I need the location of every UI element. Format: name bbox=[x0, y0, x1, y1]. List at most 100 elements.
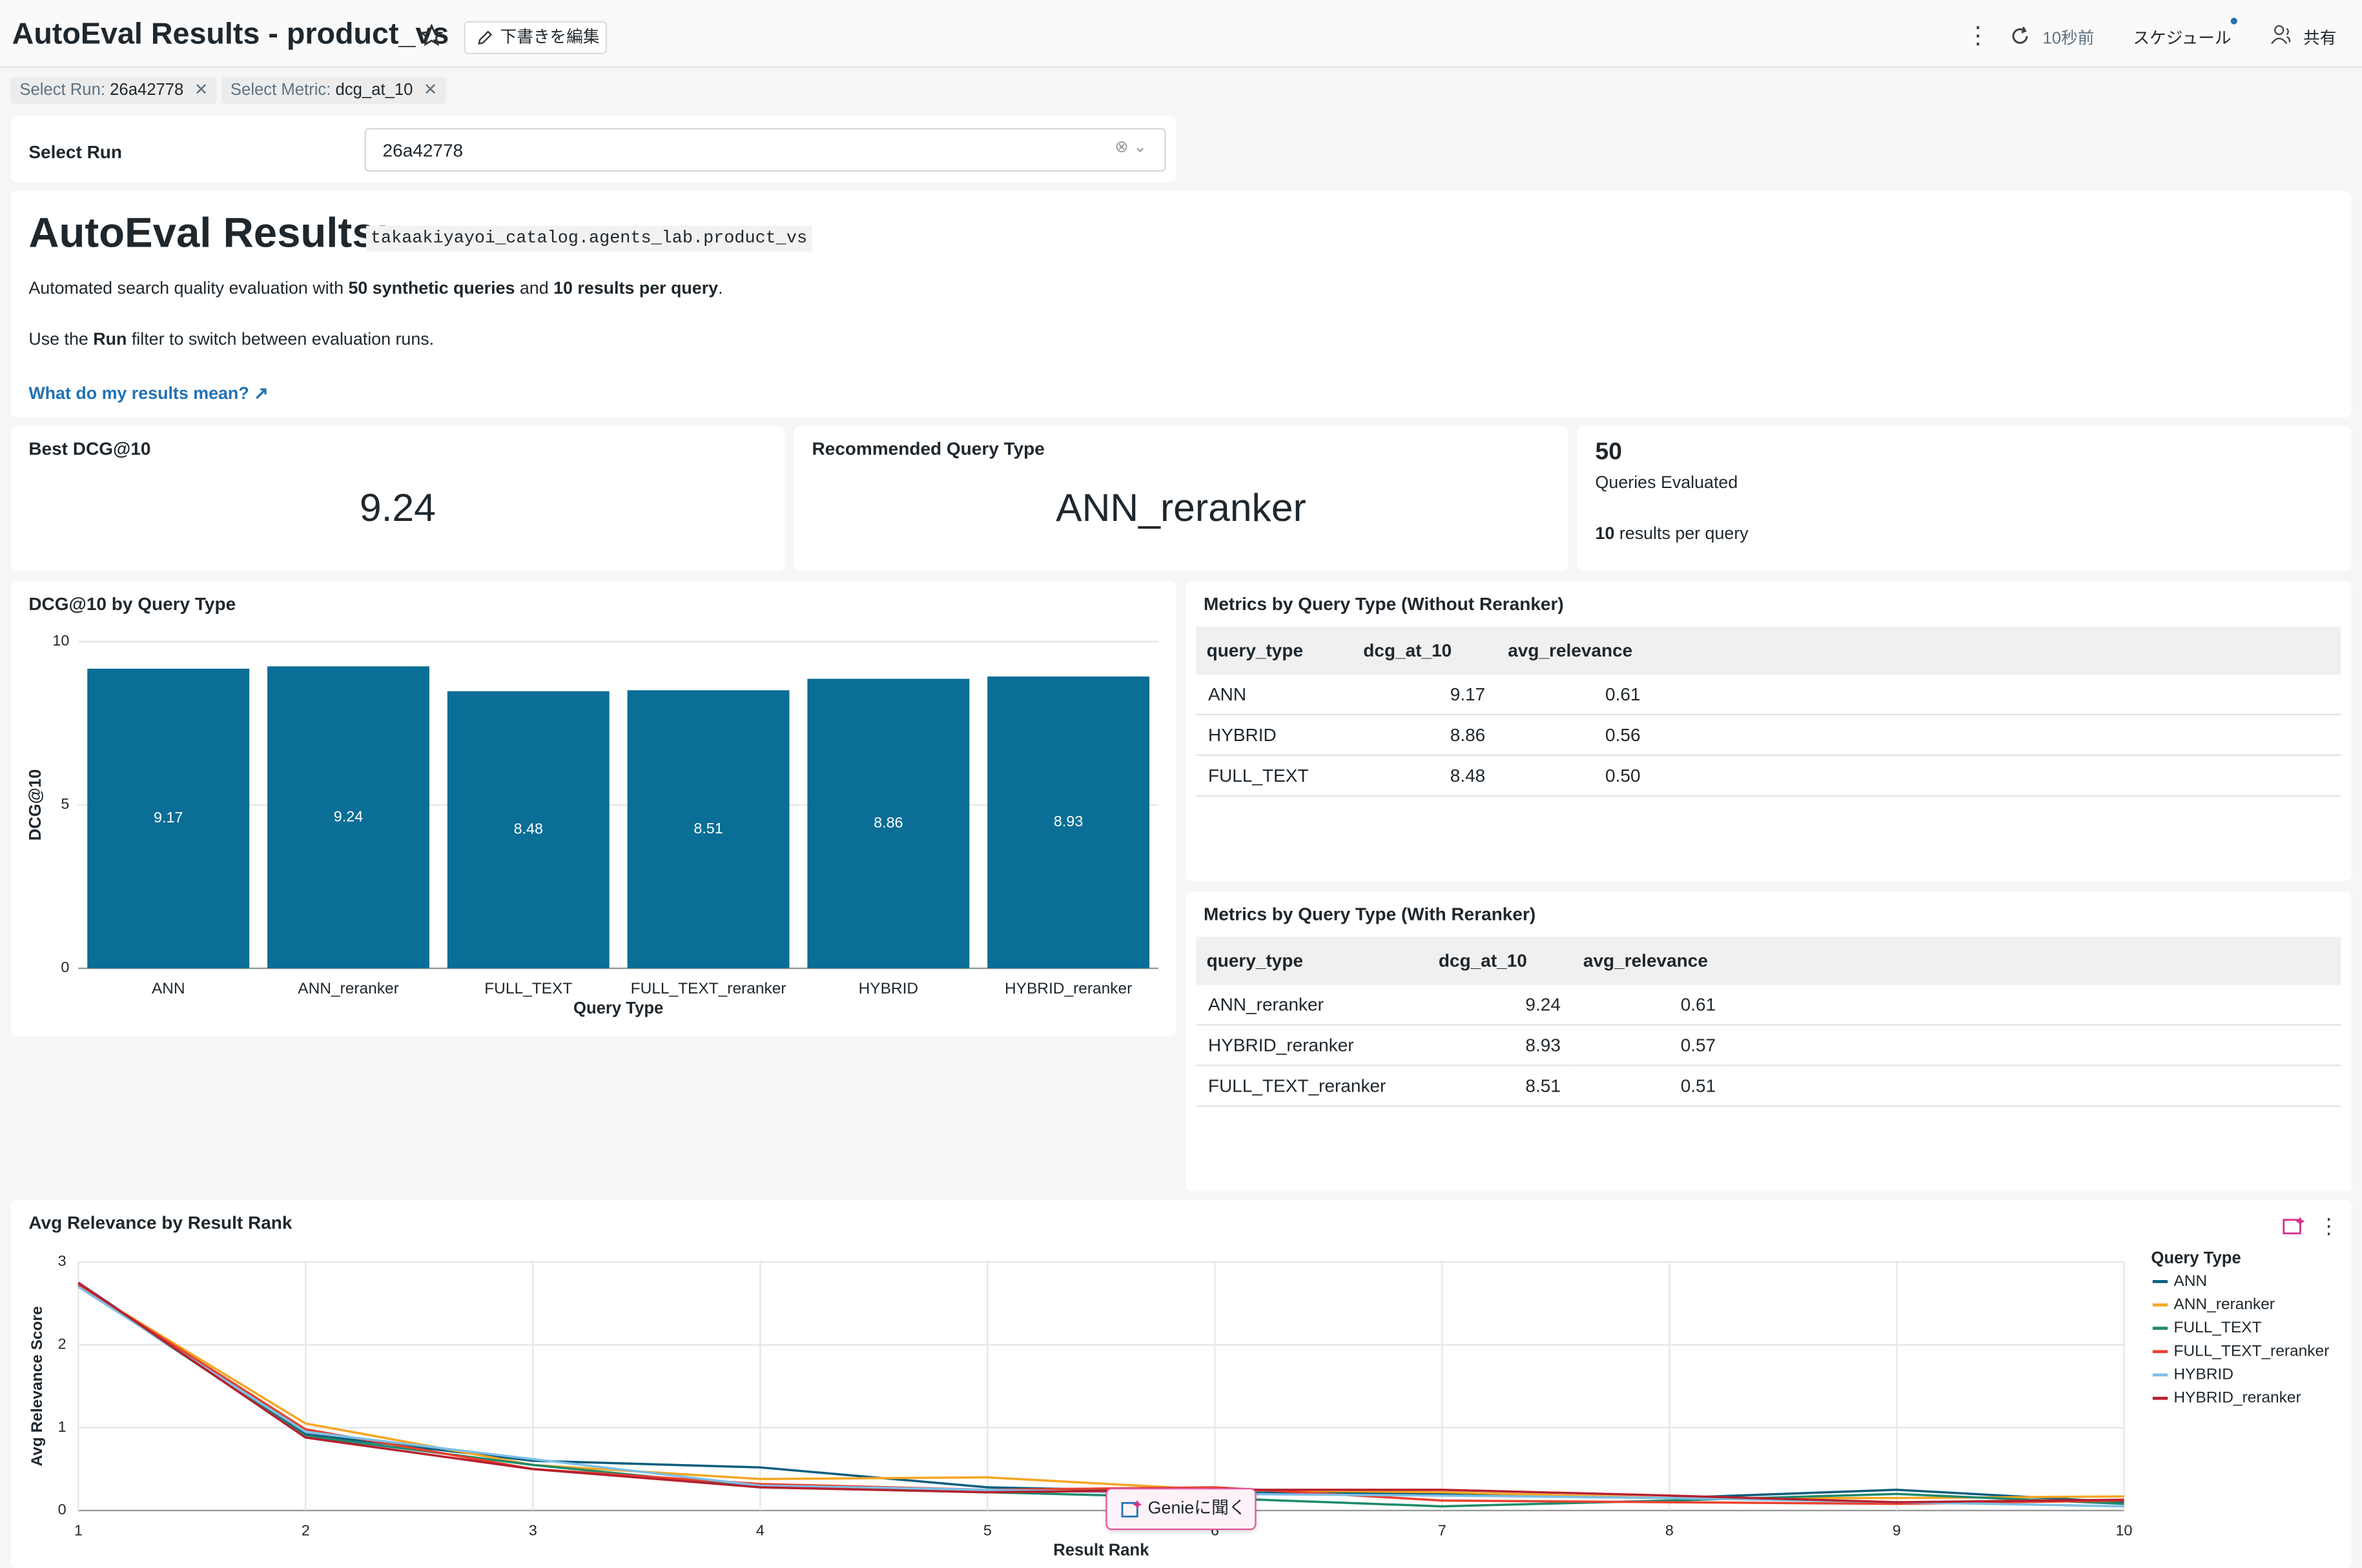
header-bar: AutoEval Results - product_vs 下書きを編集 ⋮ 1… bbox=[0, 0, 2362, 68]
text: Automated search quality evaluation with bbox=[28, 280, 349, 298]
edit-draft-button[interactable]: 下書きを編集 bbox=[464, 21, 608, 54]
table-cell: 9.17 bbox=[1352, 675, 1497, 716]
text: results per query bbox=[1614, 525, 1749, 544]
y-tick-label: 1 bbox=[58, 1418, 67, 1435]
kpi-note: 10 results per query bbox=[1596, 525, 1749, 544]
row-filler bbox=[1727, 1024, 2341, 1066]
bar bbox=[627, 690, 790, 969]
bar-chart: 0 5 10 9.17 ANN 9.24 ANN_reranker 8.48 FULL_TEXT… bbox=[26, 632, 1159, 1017]
card-menu[interactable]: ⋮ bbox=[2318, 1214, 2340, 1238]
chip-value: dcg_at_10 bbox=[335, 81, 413, 99]
table-cell: ANN_reranker bbox=[1196, 984, 1428, 1026]
bar bbox=[987, 676, 1150, 969]
table-title: Metrics by Query Type (Without Reranker) bbox=[1203, 593, 1564, 615]
table-row: ANN_reranker 9.24 0.61 bbox=[1196, 984, 2341, 1026]
refresh-icon[interactable] bbox=[2009, 26, 2031, 47]
table-card: Metrics by Query Type (With Reranker) qu… bbox=[1186, 891, 2352, 1192]
table-cell: FULL_TEXT_reranker bbox=[1196, 1065, 1428, 1107]
genie-icon[interactable] bbox=[2282, 1216, 2306, 1237]
legend-label: ANN_reranker bbox=[2173, 1296, 2274, 1313]
help-link[interactable]: What do my results mean? ↗ bbox=[28, 385, 269, 404]
legend-label: HYBRID bbox=[2173, 1365, 2234, 1383]
bar bbox=[87, 668, 250, 969]
bar-chart-card: DCG@10 by Query Type 0 5 10 9.17 ANN 9.24 ANN_… bbox=[10, 581, 1177, 1037]
table-cell: 8.48 bbox=[1352, 755, 1497, 797]
schedule-dot bbox=[2230, 17, 2237, 25]
text-bold: 10 results per query bbox=[553, 280, 719, 298]
legend-label: FULL_TEXT_reranker bbox=[2173, 1342, 2329, 1359]
kpi-card: Recommended Query Type ANN_reranker bbox=[794, 426, 1568, 571]
intro-heading: AutoEval Results: bbox=[28, 209, 390, 256]
y-axis-title: Avg Relevance Score bbox=[28, 1306, 46, 1466]
table-cell: 0.56 bbox=[1497, 714, 1653, 757]
x-tick-label: HYBRID bbox=[859, 980, 919, 997]
legend-label: ANN bbox=[2173, 1272, 2207, 1290]
x-tick-label: 3 bbox=[529, 1522, 537, 1539]
kpi-caption: Queries Evaluated bbox=[1595, 474, 1738, 493]
column-header: query_type bbox=[1196, 937, 1428, 985]
bar-value-label: 8.48 bbox=[514, 820, 543, 837]
table-row: ANN 9.17 0.61 bbox=[1196, 675, 2341, 716]
series-line bbox=[77, 1284, 2124, 1500]
bar-value-label: 8.93 bbox=[1054, 813, 1083, 830]
table-cell: 0.61 bbox=[1497, 675, 1653, 716]
more-menu[interactable]: ⋮ bbox=[1966, 24, 1990, 50]
text-bold: Run bbox=[93, 331, 127, 350]
table-cell: HYBRID bbox=[1196, 714, 1353, 757]
table-cell: 8.51 bbox=[1428, 1065, 1573, 1107]
bar bbox=[807, 678, 970, 969]
header-row: query_type dcg_at_10 avg_relevance bbox=[1196, 937, 2341, 985]
chip-value: 26a42778 bbox=[110, 81, 184, 99]
x-tick-label: 2 bbox=[302, 1522, 310, 1539]
kpi-value: 50 bbox=[1595, 440, 1623, 465]
x-axis-title: Query Type bbox=[573, 999, 663, 1017]
genie-button[interactable]: Genieに聞く bbox=[1105, 1487, 1257, 1531]
button-label: Genieに聞く bbox=[1147, 1500, 1246, 1518]
button-label: 下書きを編集 bbox=[500, 28, 600, 47]
table-name: takaakiyayoi_catalog.agents_lab.product_… bbox=[365, 225, 812, 252]
bar-value-label: 8.51 bbox=[693, 820, 723, 837]
x-tick-label: FULL_TEXT bbox=[484, 980, 572, 997]
share-icon[interactable] bbox=[2270, 24, 2294, 45]
chip-label: Select Run: bbox=[19, 81, 106, 99]
table-cell: 9.24 bbox=[1428, 984, 1573, 1026]
legend-label: FULL_TEXT bbox=[2173, 1319, 2261, 1336]
filter-chip[interactable]: Select Metric: dcg_at_10 ✕ bbox=[221, 76, 447, 104]
x-tick-label: FULL_TEXT_reranker bbox=[631, 980, 786, 997]
metrics-table: query_type dcg_at_10 avg_relevance ANN 9.17 0… bbox=[1196, 626, 2341, 797]
legend-label: HYBRID_reranker bbox=[2173, 1389, 2301, 1407]
column-header: avg_relevance bbox=[1572, 937, 1728, 985]
text-bold: 50 synthetic queries bbox=[348, 280, 515, 298]
header-filler bbox=[1652, 626, 2341, 675]
favorite-icon[interactable] bbox=[420, 24, 443, 46]
table-cell: FULL_TEXT bbox=[1196, 755, 1353, 797]
share-button[interactable]: 共有 bbox=[2303, 30, 2337, 48]
bar-value-label: 8.86 bbox=[874, 814, 903, 831]
table-cell: 0.57 bbox=[1572, 1024, 1728, 1066]
kpi-card: Best DCG@10 9.24 bbox=[10, 426, 785, 571]
intro-line: Automated search quality evaluation with… bbox=[28, 280, 723, 298]
column-header: dcg_at_10 bbox=[1352, 626, 1497, 675]
row-filler bbox=[1652, 714, 2341, 757]
x-tick-label: 10 bbox=[2115, 1522, 2132, 1539]
chip-label: Select Metric: bbox=[230, 81, 331, 99]
filter-chip[interactable]: Select Run: 26a42778 ✕ bbox=[10, 76, 218, 104]
text: filter to switch between evaluation runs… bbox=[127, 331, 435, 350]
y-tick-label: 3 bbox=[58, 1252, 67, 1269]
bar-value-label: 9.24 bbox=[334, 808, 363, 824]
series-line bbox=[77, 1281, 2124, 1503]
kpi-value: ANN_reranker bbox=[1056, 485, 1306, 531]
table-row: FULL_TEXT 8.48 0.50 bbox=[1196, 755, 2341, 797]
chart-title: DCG@10 by Query Type bbox=[28, 593, 236, 615]
page-title: AutoEval Results - product_vs bbox=[12, 17, 449, 52]
bar bbox=[447, 691, 610, 969]
run-select[interactable]: 26a42778 ⊗ ⌄ bbox=[364, 128, 1166, 172]
schedule-button[interactable]: スケジュール bbox=[2133, 30, 2232, 48]
row-filler bbox=[1652, 755, 2341, 797]
bar-value-label: 9.17 bbox=[154, 809, 183, 826]
kpi-card: 50 Queries Evaluated 10 results per quer… bbox=[1577, 426, 2352, 571]
table-cell: 8.86 bbox=[1352, 714, 1497, 757]
row-filler bbox=[1652, 675, 2341, 716]
table-card: Metrics by Query Type (Without Reranker)… bbox=[1186, 581, 2352, 881]
table-row: FULL_TEXT_reranker 8.51 0.51 bbox=[1196, 1065, 2341, 1107]
